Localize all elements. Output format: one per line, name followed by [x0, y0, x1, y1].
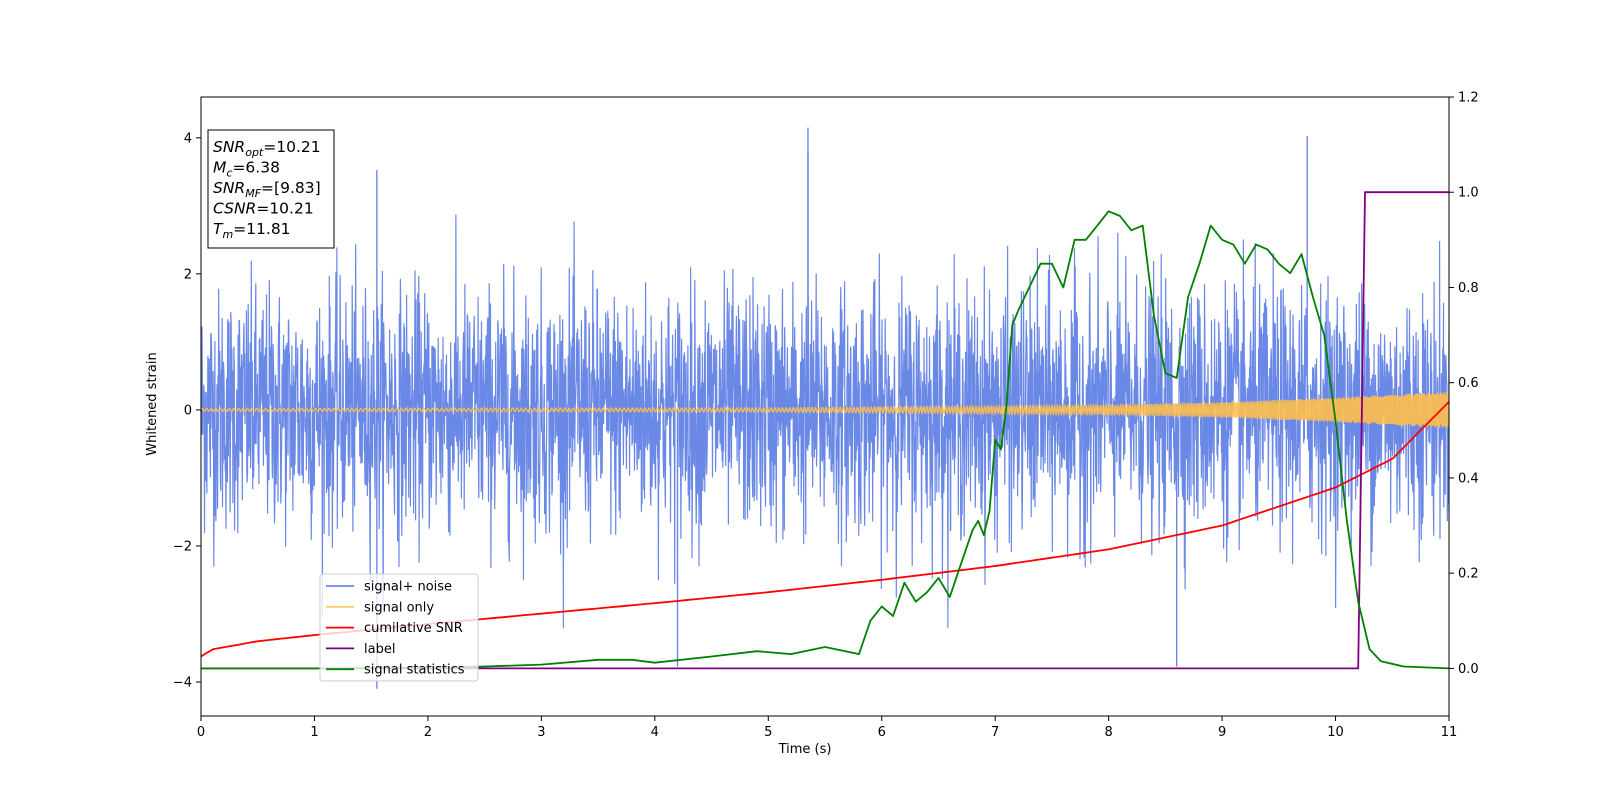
y-tick-label: 0 [184, 403, 192, 418]
legend-label: cumilative SNR [364, 621, 463, 636]
info-box-line: Tm=11.81 [213, 220, 291, 241]
x-tick-label: 0 [197, 725, 205, 740]
info-box-subscript: c [226, 167, 232, 180]
legend-item: signal only [326, 600, 434, 615]
info-box-symbol: SNR [213, 138, 245, 156]
series-label-line [201, 191, 1449, 670]
info-box-symbol: T [213, 220, 224, 238]
plot-frame [200, 96, 1450, 717]
legend-item: label [326, 642, 395, 657]
legend-item: signal+ noise [326, 580, 452, 595]
info-box-frame [207, 129, 335, 249]
y-right-tick-label: 1.0 [1458, 186, 1479, 201]
info-box-symbol: M [213, 159, 226, 177]
y-right-tick-label: 0.0 [1458, 662, 1479, 677]
info-box-value: =11.81 [233, 220, 290, 238]
y-right-tick-label: 1.2 [1458, 91, 1479, 106]
x-tick-label: 7 [991, 725, 999, 740]
plot-inner [201, 127, 1449, 689]
legend: signal+ noise signal only cumilative SNR la… [319, 573, 479, 682]
legend-label: signal only [364, 600, 434, 615]
series-signal-only-line [201, 391, 1449, 428]
plot-area [201, 127, 1449, 689]
info-box-value: =6.38 [232, 159, 280, 177]
x-axis: 0 1 2 3 4 5 6 7 8 9 10 11 [197, 716, 1457, 740]
y-tick-label: 2 [184, 267, 192, 282]
y-tick-label: −2 [173, 539, 192, 554]
info-box-value: =10.21 [263, 138, 320, 156]
x-tick-label: 6 [878, 725, 886, 740]
axes: 0 1 2 3 4 5 6 7 8 9 10 11 −4 −2 0 2 4 0.0 0.2 0.4 0.6 0.8 1.0 1… [173, 91, 1479, 741]
y-right-tick-label: 0.8 [1458, 281, 1479, 296]
info-box-value: =10.21 [256, 200, 313, 218]
y-axis-right: 0.0 0.2 0.4 0.6 0.8 1.0 1.2 [1449, 91, 1479, 677]
info-box-symbol: SNR [213, 179, 245, 197]
info-box-line: CSNR=10.21 [213, 200, 314, 218]
info-box-line: SNRopt=10.21 [213, 138, 321, 159]
x-tick-label: 11 [1441, 725, 1458, 740]
legend-frame [319, 573, 479, 682]
legend-item: signal statistics [326, 663, 465, 678]
x-tick-label: 1 [310, 725, 318, 740]
series-signal-noise-line [201, 214, 1449, 628]
y-right-tick-label: 0.4 [1458, 471, 1479, 486]
y-right-tick-label: 0.6 [1458, 376, 1479, 391]
series-signal-statistics-line [201, 210, 1449, 670]
info-box-value: =[9.83] [261, 179, 321, 197]
info-box-subscript: m [222, 228, 233, 241]
legend-label: signal+ noise [364, 580, 452, 595]
x-tick-label: 9 [1218, 725, 1226, 740]
y-tick-label: 4 [184, 131, 192, 146]
y-right-tick-label: 0.2 [1458, 567, 1479, 582]
x-tick-label: 10 [1327, 725, 1344, 740]
x-tick-label: 2 [424, 725, 432, 740]
legend-label: signal statistics [364, 663, 465, 678]
info-box: SNRopt=10.21Mc=6.38SNRMF=[9.83]CSNR=10.2… [207, 129, 335, 249]
x-tick-label: 3 [537, 725, 545, 740]
info-box-line: Mc=6.38 [213, 159, 280, 180]
x-tick-label: 8 [1104, 725, 1112, 740]
info-box-subscript: opt [245, 146, 264, 159]
x-axis-label: Time (s) [778, 742, 832, 757]
y-axis-label: Whitened strain [145, 352, 160, 455]
info-box-subscript: MF [245, 187, 261, 200]
x-tick-label: 4 [651, 725, 659, 740]
legend-item: cumilative SNR [326, 621, 463, 636]
y-axis-left: −4 −2 0 2 4 [173, 131, 201, 690]
info-box-symbol: CSNR [213, 200, 256, 218]
x-tick-label: 5 [764, 725, 772, 740]
info-box-line: SNRMF=[9.83] [213, 179, 321, 200]
legend-label: label [364, 642, 395, 657]
y-tick-label: −4 [173, 675, 192, 690]
